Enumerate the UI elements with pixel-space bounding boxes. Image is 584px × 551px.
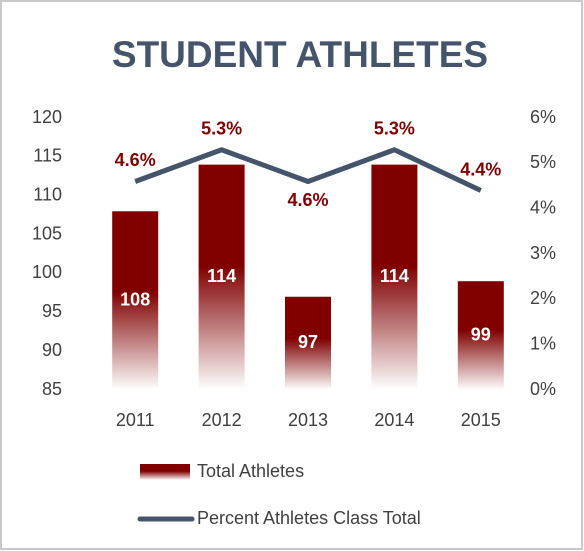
x-tick-label: 2013 — [288, 410, 328, 430]
chart-title: STUDENT ATHLETES — [112, 34, 488, 75]
y-tick-label: 85 — [42, 379, 62, 399]
legend-swatch — [140, 464, 190, 480]
y2-tick-label: 0% — [530, 379, 556, 399]
y-tick-label: 90 — [42, 340, 62, 360]
line-value-label: 4.6% — [115, 150, 156, 170]
y2-tick-label: 2% — [530, 288, 556, 308]
y-tick-label: 100 — [32, 262, 62, 282]
y-tick-label: 110 — [33, 184, 62, 204]
bar — [198, 164, 245, 390]
bar — [112, 211, 159, 390]
y2-tick-label: 4% — [530, 197, 556, 217]
bar — [457, 281, 504, 390]
bar-value-label: 108 — [120, 289, 150, 309]
y2-tick-label: 6% — [530, 107, 556, 127]
line-value-label: 5.3% — [201, 118, 242, 138]
x-tick-label: 2012 — [202, 410, 242, 430]
bar — [285, 296, 331, 390]
legend-label: Percent Athletes Class Total — [197, 508, 421, 528]
bar-value-label: 97 — [298, 332, 318, 352]
line-value-label: 4.6% — [287, 190, 328, 210]
y2-tick-label: 1% — [530, 333, 556, 353]
y-tick-label: 105 — [32, 223, 62, 243]
line — [134, 147, 482, 193]
bar — [371, 164, 418, 390]
legend-label: Total Athletes — [197, 461, 304, 481]
x-tick-label: 2015 — [461, 410, 501, 430]
bar-value-label: 99 — [471, 324, 491, 344]
bar-value-label: 114 — [380, 266, 409, 286]
x-tick-label: 2011 — [116, 410, 155, 430]
bar-value-label: 114 — [207, 266, 236, 286]
y2-tick-label: 5% — [530, 152, 556, 172]
y2-tick-label: 3% — [530, 243, 556, 263]
line-value-label: 4.4% — [460, 159, 501, 179]
line-value-label: 5.3% — [374, 118, 415, 138]
y-tick-label: 115 — [33, 146, 62, 166]
x-tick-label: 2014 — [374, 410, 414, 430]
y-tick-label: 120 — [32, 107, 62, 127]
y-tick-label: 95 — [42, 301, 62, 321]
